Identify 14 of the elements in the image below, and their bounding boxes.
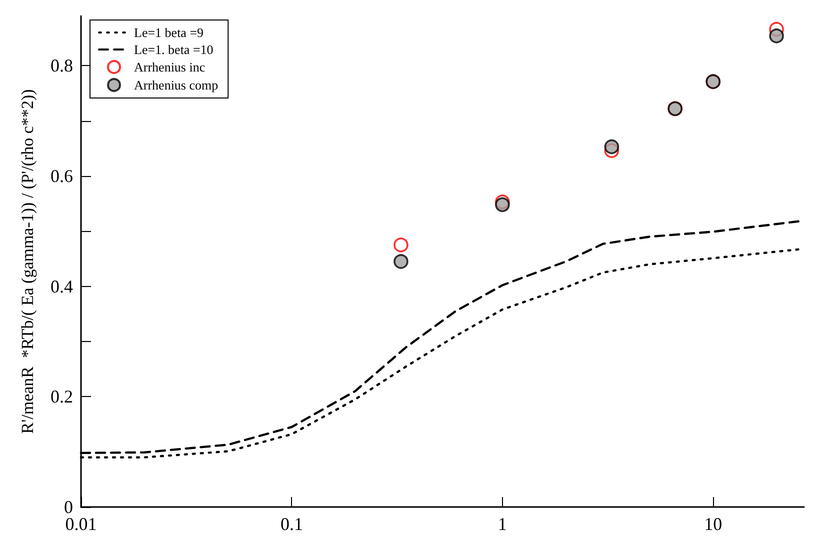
x-tick-label: 10	[704, 514, 722, 534]
x-tick-label: 0.1	[280, 514, 303, 534]
y-axis-title: R'/meanR *RTb/( Ea (gamma-1)) / (P'/(rho c**2))	[18, 89, 37, 434]
y-tick-label: 0.4	[50, 276, 73, 296]
y-tick-label: 0.2	[50, 386, 73, 407]
legend-label: Le=1. beta =10	[134, 42, 214, 57]
y-tick-label: 0.8	[50, 56, 73, 76]
y-tick-label: 0.6	[50, 166, 73, 186]
legend-label: Arrhenius comp	[134, 78, 218, 92]
x-tick-label: 0.01	[65, 514, 97, 534]
y-tick-label: 0	[64, 497, 73, 517]
x-tick-label: 1	[498, 514, 507, 534]
legend-label: Arrhenius inc	[134, 60, 206, 74]
legend-label: Le=1 beta =9	[134, 25, 204, 40]
